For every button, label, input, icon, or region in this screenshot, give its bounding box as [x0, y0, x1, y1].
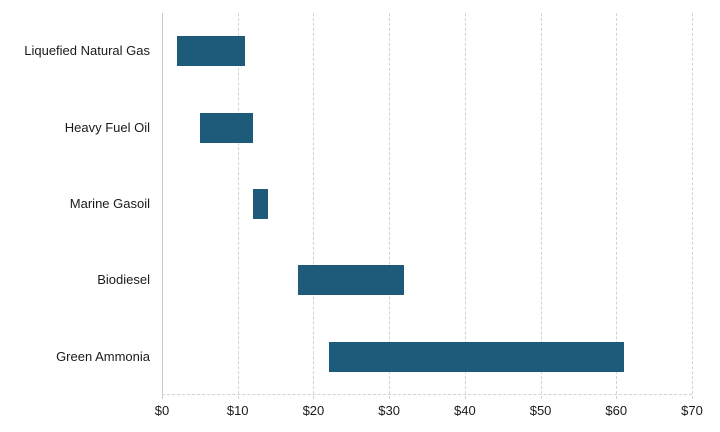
category-label-green-ammonia: Green Ammonia — [56, 348, 150, 364]
x-tick-label-60: $60 — [605, 403, 628, 418]
range-bar-marine-gasoil — [252, 189, 268, 219]
x-tick-label-30: $30 — [378, 403, 400, 418]
x-tick-label-10: $10 — [226, 403, 249, 418]
gridline-60 — [616, 13, 618, 399]
zero-axis-line — [162, 13, 163, 399]
category-label-liquefied-natural-gas: Liquefied Natural Gas — [24, 43, 150, 59]
x-tick-label-70: $70 — [681, 403, 703, 418]
x-tick-label-50: $50 — [529, 403, 552, 418]
gridline-70 — [692, 13, 693, 399]
x-axis-baseline — [162, 394, 692, 395]
x-tick-label-20: $20 — [302, 403, 325, 418]
x-tick-label-40: $40 — [453, 403, 476, 418]
category-label-biodiesel: Biodiesel — [97, 272, 150, 288]
gridline-40 — [464, 13, 466, 399]
gridline-30 — [389, 13, 391, 399]
category-label-marine-gasoil: Marine Gasoil — [69, 196, 150, 211]
range-bar-heavy-fuel-oil — [199, 112, 253, 143]
x-tick-label-0: $0 — [154, 403, 170, 418]
gridline-50 — [540, 13, 542, 399]
category-label-heavy-fuel-oil: Heavy Fuel Oil — [64, 119, 150, 135]
range-bar-green-ammonia — [328, 341, 624, 372]
gridline-20 — [313, 13, 315, 399]
gridline-10 — [237, 13, 239, 399]
plot-area — [162, 13, 693, 399]
range-bar-liquefied-natural-gas — [177, 36, 246, 67]
range-bar-biodiesel — [298, 265, 405, 296]
